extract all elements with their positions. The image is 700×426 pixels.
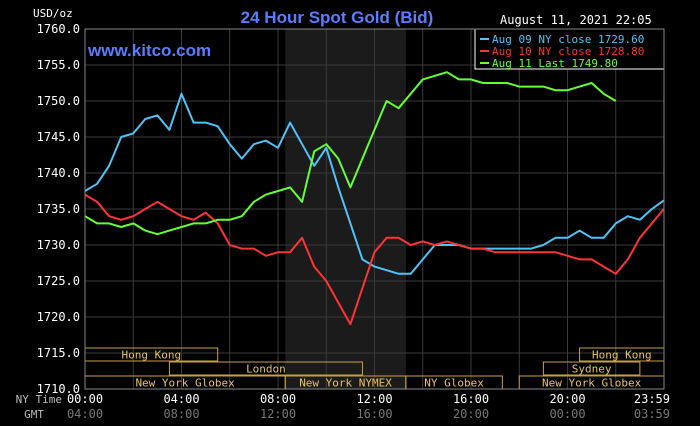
chart-timestamp: August 11, 2021 22:05 xyxy=(500,13,652,27)
session-label: Sydney xyxy=(572,363,612,376)
session-label: London xyxy=(246,363,286,376)
legend-entry: Aug 11 Last 1749.80 xyxy=(492,57,618,70)
y-tick-label: 1730.0 xyxy=(37,238,80,252)
y-tick-label: 1755.0 xyxy=(37,58,80,72)
series-line-3 xyxy=(84,71,617,236)
series-line-2 xyxy=(84,193,665,326)
x-axis-row-label-ny: NY Time xyxy=(16,393,62,406)
x-tick-label: 12:00 xyxy=(260,407,296,421)
y-tick-label: 1715.0 xyxy=(37,346,80,360)
session-label: New York NYMEX xyxy=(299,377,392,390)
x-tick-label: 00:00 xyxy=(67,392,103,406)
x-tick-label: 03:59 xyxy=(634,407,670,421)
session-label: New York Globex xyxy=(542,377,642,390)
y-tick-label: 1725.0 xyxy=(37,274,80,288)
x-tick-label: 23:59 xyxy=(634,392,670,406)
x-tick-label: 16:00 xyxy=(453,392,489,406)
session-label: New York Globex xyxy=(135,377,235,390)
y-tick-label: 1740.0 xyxy=(37,166,80,180)
brand-watermark: www.kitco.com xyxy=(87,41,211,60)
x-tick-label: 12:00 xyxy=(356,392,392,406)
y-tick-label: 1750.0 xyxy=(37,94,80,108)
y-tick-label: 1720.0 xyxy=(37,310,80,324)
session-box xyxy=(168,361,363,376)
legend-entry: Aug 10 NY close 1728.80 xyxy=(492,45,644,58)
plot-frame xyxy=(84,28,665,390)
x-tick-label: 20:00 xyxy=(549,392,585,406)
legend-entry: Aug 09 NY close 1729.60 xyxy=(492,33,644,46)
y-tick-label: 1710.0 xyxy=(37,382,80,396)
session-label: Hong Kong xyxy=(592,349,652,362)
y-axis-unit-label: USD/oz xyxy=(33,7,73,20)
x-tick-label: 04:00 xyxy=(163,392,199,406)
legend-box xyxy=(474,28,665,70)
y-tick-label: 1760.0 xyxy=(37,22,80,36)
x-tick-label: 20:00 xyxy=(453,407,489,421)
x-tick-label: 00:00 xyxy=(549,407,585,421)
x-tick-label: 08:00 xyxy=(163,407,199,421)
session-box xyxy=(542,361,641,376)
y-tick-label: 1735.0 xyxy=(37,202,80,216)
session-label: Hong Kong xyxy=(122,349,182,362)
y-tick-label: 1745.0 xyxy=(37,130,80,144)
session-label: NY Globex xyxy=(424,377,484,390)
series-line-1 xyxy=(84,92,665,275)
x-tick-label: 04:00 xyxy=(67,407,103,421)
x-axis-row-label-gmt: GMT xyxy=(24,408,44,421)
x-tick-label: 16:00 xyxy=(356,407,392,421)
chart-title: 24 Hour Spot Gold (Bid) xyxy=(241,8,434,27)
x-tick-label: 08:00 xyxy=(260,392,296,406)
